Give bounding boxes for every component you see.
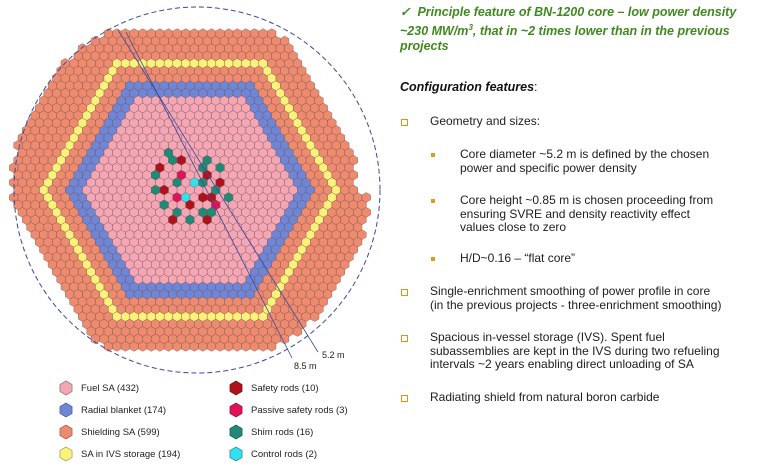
sub-bullet-icon (431, 153, 435, 157)
shield-subassembly (361, 207, 371, 218)
sub-bullet-core-height: Core height ~0.85 m is chosen proceeding… (460, 193, 714, 235)
legend-safety-rods: Safety rods (10) (228, 380, 319, 396)
bullet-square-icon (401, 335, 408, 342)
legend-label: Fuel SA (432) (81, 382, 140, 394)
legend-radial-blanket: Radial blanket (174) (58, 402, 166, 418)
subassembly-grid (9, 28, 371, 352)
legend-shielding-sa: Shielding SA (599) (58, 424, 160, 440)
legend-label: SA in IVS storage (194) (81, 448, 181, 460)
legend-shim-rods: Shim rods (16) (228, 424, 313, 440)
text-line: values close to zero (460, 220, 567, 234)
hexagon-icon (229, 446, 243, 462)
text-line: Single-enrichment smoothing of power pro… (430, 284, 711, 298)
hexagon-icon (59, 446, 73, 462)
text-line: Core height ~0.85 m is chosen proceeding… (460, 193, 714, 207)
legend-label: Passive safety rods (3) (251, 404, 348, 416)
legend-fuel-sa: Fuel SA (432) (58, 380, 139, 396)
text-line: intervals ~2 years enabling direct unloa… (430, 357, 694, 371)
sub-bullet-h-d: H/D~0.16 – “flat core” (460, 251, 576, 265)
vessel-outline (13, 6, 381, 374)
hexagon-icon (59, 402, 73, 418)
hexagon-icon (59, 380, 73, 396)
sub-bullet-icon (431, 199, 435, 203)
bullet-ivs: Spacious in-vessel storage (IVS). Spent … (430, 330, 720, 372)
text-line: Spacious in-vessel storage (IVS). Spent … (430, 330, 665, 344)
legend-passive-safety-rods: Passive safety rods (3) (228, 402, 348, 418)
shield-subassembly (348, 155, 358, 166)
text-line: Core diameter ~5.2 m is defined by the c… (460, 147, 710, 161)
legend-label: Control rods (2) (251, 448, 317, 460)
diameter-line-outer (125, 31, 293, 359)
text-line: (in the previous projects - three-enrich… (430, 297, 722, 312)
sub-bullet-core-diameter: Core diameter ~5.2 m is defined by the c… (460, 147, 710, 175)
sub-bullet-icon (431, 257, 435, 261)
legend-label: Shim rods (16) (251, 426, 314, 438)
bullet-geometry: Geometry and sizes: (430, 114, 541, 128)
headline-line-1: Principle feature of BN-1200 core – low … (417, 5, 737, 19)
legend-ivs-storage: SA in IVS storage (194) (58, 446, 180, 462)
configuration-title-text: Configuration features (400, 80, 535, 94)
headline: ✓ Principle feature of BN-1200 core – lo… (398, 5, 776, 54)
headline-line-2b: , that in ~2 times lower than in the pre… (472, 24, 730, 39)
legend: Fuel SA (432) Radial blanket (174) Shiel… (58, 380, 388, 468)
bullet-square-icon (401, 119, 408, 126)
bullet-single-enrichment: Single-enrichment smoothing of power pro… (430, 284, 722, 312)
text-line: subassemblies are kept in the IVS during… (430, 343, 720, 358)
text-panel: ✓ Principle feature of BN-1200 core – lo… (398, 0, 776, 471)
dimension-label-8-5m: 8.5 m (294, 361, 317, 371)
dimension-label-5-2m: 5.2 m (322, 350, 345, 360)
bullet-radiating-shield: Radiating shield from natural boron carb… (430, 390, 660, 404)
hexagon-icon (59, 424, 73, 440)
configuration-title-colon: : (534, 80, 538, 94)
headline-line-3: projects (400, 39, 449, 54)
hexagon-icon (229, 380, 243, 396)
headline-line-2a: ~230 MW/m (400, 24, 469, 39)
shield-subassembly (348, 169, 358, 181)
legend-control-rods: Control rods (2) (228, 446, 317, 462)
shield-subassembly (357, 229, 367, 240)
hexagon-icon (229, 402, 243, 418)
configuration-title: Configuration features: (400, 80, 538, 94)
headline-superscript: 3 (468, 23, 473, 32)
bullet-square-icon (401, 289, 408, 296)
hexagon-icon (229, 424, 243, 440)
shield-subassembly (361, 192, 371, 203)
text-line: ensuring SVRE and density reactivity eff… (460, 206, 690, 221)
text-line: power and specific power density (460, 160, 637, 175)
legend-label: Safety rods (10) (251, 382, 319, 394)
check-icon: ✓ (400, 5, 411, 19)
core-cross-section-diagram: 5.2 m 8.5 m (9, 6, 381, 374)
bullet-square-icon (401, 395, 408, 402)
diameter-line-inner (117, 29, 319, 353)
legend-label: Radial blanket (174) (81, 404, 167, 416)
legend-label: Shielding SA (599) (81, 426, 160, 438)
